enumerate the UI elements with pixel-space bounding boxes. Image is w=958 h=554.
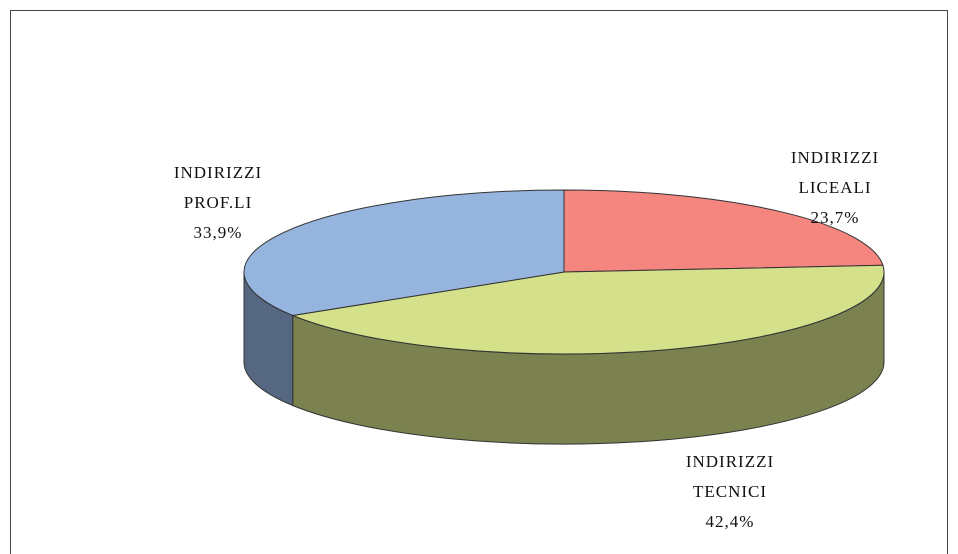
data-label: INDIRIZZI PROF.LI 33,9% — [153, 158, 283, 248]
data-label: INDIRIZZI TECNICI 42,4% — [665, 447, 795, 537]
value-label: 42,4% — [705, 512, 755, 531]
value-label: 33,9% — [193, 223, 243, 242]
chart-frame — [10, 10, 948, 554]
slice — [290, 264, 885, 355]
category-label: INDIRIZZI PROF.LI — [173, 163, 263, 212]
category-label: INDIRIZZI TECNICI — [685, 452, 775, 501]
category-label: INDIRIZZI LICEALI — [790, 148, 880, 197]
slice — [563, 189, 884, 273]
value-label: 23,7% — [810, 208, 860, 227]
slice — [243, 189, 565, 317]
data-label: INDIRIZZI LICEALI 23,7% — [770, 143, 900, 233]
